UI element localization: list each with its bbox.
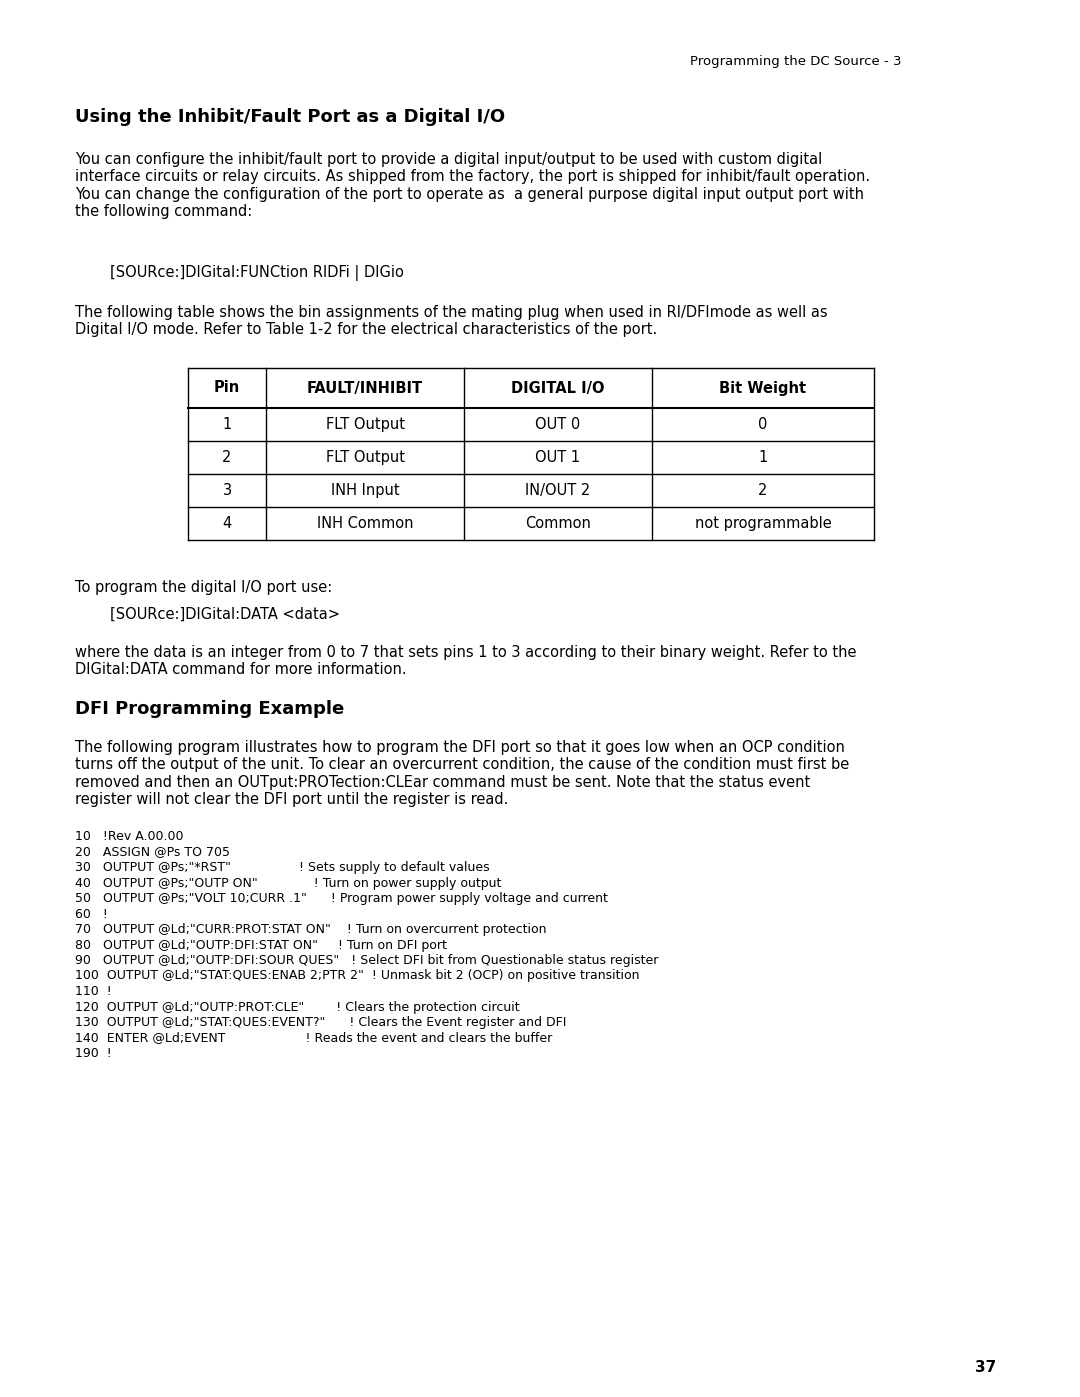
Text: INH Input: INH Input bbox=[330, 483, 400, 497]
Text: 80   OUTPUT @Ld;"OUTP:DFI:STAT ON"     ! Turn on DFI port: 80 OUTPUT @Ld;"OUTP:DFI:STAT ON" ! Turn … bbox=[75, 939, 447, 951]
Text: 60   !: 60 ! bbox=[75, 908, 108, 921]
Text: FLT Output: FLT Output bbox=[325, 450, 405, 465]
Text: You can configure the inhibit/fault port to provide a digital input/output to be: You can configure the inhibit/fault port… bbox=[75, 152, 870, 219]
Text: 190  !: 190 ! bbox=[75, 1046, 111, 1060]
Text: where the data is an integer from 0 to 7 that sets pins 1 to 3 according to thei: where the data is an integer from 0 to 7… bbox=[75, 645, 856, 678]
Text: 90   OUTPUT @Ld;"OUTP:DFI:SOUR QUES"   ! Select DFI bit from Questionable status: 90 OUTPUT @Ld;"OUTP:DFI:SOUR QUES" ! Sel… bbox=[75, 954, 659, 967]
Text: 10   !Rev A.00.00: 10 !Rev A.00.00 bbox=[75, 830, 184, 842]
Text: Using the Inhibit/Fault Port as a Digital I/O: Using the Inhibit/Fault Port as a Digita… bbox=[75, 108, 505, 126]
Text: 3: 3 bbox=[222, 483, 231, 497]
Text: 2: 2 bbox=[758, 483, 768, 497]
Text: 110  !: 110 ! bbox=[75, 985, 111, 997]
Text: FAULT/INHIBIT: FAULT/INHIBIT bbox=[307, 380, 423, 395]
Text: The following table shows the bin assignments of the mating plug when used in RI: The following table shows the bin assign… bbox=[75, 305, 827, 338]
Text: OUT 1: OUT 1 bbox=[536, 450, 581, 465]
Text: 20   ASSIGN @Ps TO 705: 20 ASSIGN @Ps TO 705 bbox=[75, 845, 230, 859]
Text: not programmable: not programmable bbox=[694, 515, 832, 531]
Text: 130  OUTPUT @Ld;"STAT:QUES:EVENT?"      ! Clears the Event register and DFI: 130 OUTPUT @Ld;"STAT:QUES:EVENT?" ! Clea… bbox=[75, 1016, 566, 1030]
Text: Bit Weight: Bit Weight bbox=[719, 380, 807, 395]
Text: DIGITAL I/O: DIGITAL I/O bbox=[511, 380, 605, 395]
Text: To program the digital I/O port use:: To program the digital I/O port use: bbox=[75, 580, 333, 595]
Text: 1: 1 bbox=[758, 450, 768, 465]
Text: Programming the DC Source - 3: Programming the DC Source - 3 bbox=[690, 54, 902, 68]
Text: [SOURce:]DIGital:FUNCtion RIDFi | DIGio: [SOURce:]DIGital:FUNCtion RIDFi | DIGio bbox=[110, 265, 404, 281]
Text: 0: 0 bbox=[758, 416, 768, 432]
Text: OUT 0: OUT 0 bbox=[536, 416, 581, 432]
Text: 40   OUTPUT @Ps;"OUTP ON"              ! Turn on power supply output: 40 OUTPUT @Ps;"OUTP ON" ! Turn on power … bbox=[75, 876, 501, 890]
Text: Pin: Pin bbox=[214, 380, 240, 395]
Text: Common: Common bbox=[525, 515, 591, 531]
Text: DFI Programming Example: DFI Programming Example bbox=[75, 700, 345, 718]
Text: IN/OUT 2: IN/OUT 2 bbox=[525, 483, 591, 497]
Text: INH Common: INH Common bbox=[316, 515, 414, 531]
Text: 50   OUTPUT @Ps;"VOLT 10;CURR .1"      ! Program power supply voltage and curren: 50 OUTPUT @Ps;"VOLT 10;CURR .1" ! Progra… bbox=[75, 893, 608, 905]
Text: 120  OUTPUT @Ld;"OUTP:PROT:CLE"        ! Clears the protection circuit: 120 OUTPUT @Ld;"OUTP:PROT:CLE" ! Clears … bbox=[75, 1000, 519, 1013]
Text: 100  OUTPUT @Ld;"STAT:QUES:ENAB 2;PTR 2"  ! Unmask bit 2 (OCP) on positive trans: 100 OUTPUT @Ld;"STAT:QUES:ENAB 2;PTR 2" … bbox=[75, 970, 639, 982]
Text: 4: 4 bbox=[222, 515, 231, 531]
Text: FLT Output: FLT Output bbox=[325, 416, 405, 432]
Text: 140  ENTER @Ld;EVENT                    ! Reads the event and clears the buffer: 140 ENTER @Ld;EVENT ! Reads the event an… bbox=[75, 1031, 552, 1045]
Text: 70   OUTPUT @Ld;"CURR:PROT:STAT ON"    ! Turn on overcurrent protection: 70 OUTPUT @Ld;"CURR:PROT:STAT ON" ! Turn… bbox=[75, 923, 546, 936]
Text: 1: 1 bbox=[222, 416, 231, 432]
Text: The following program illustrates how to program the DFI port so that it goes lo: The following program illustrates how to… bbox=[75, 740, 849, 807]
Text: [SOURce:]DIGital:DATA <data>: [SOURce:]DIGital:DATA <data> bbox=[110, 608, 340, 622]
Text: 30   OUTPUT @Ps;"*RST"                 ! Sets supply to default values: 30 OUTPUT @Ps;"*RST" ! Sets supply to de… bbox=[75, 861, 489, 875]
Text: 37: 37 bbox=[975, 1361, 996, 1375]
Text: 2: 2 bbox=[222, 450, 232, 465]
